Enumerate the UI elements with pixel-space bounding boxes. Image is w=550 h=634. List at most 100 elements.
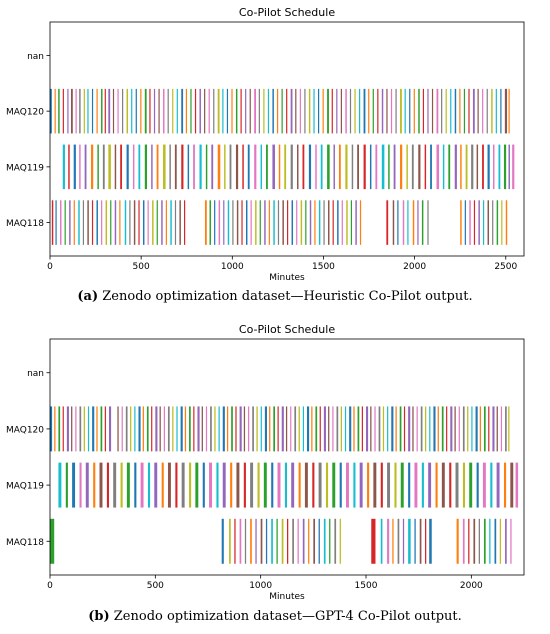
task-bar-maq120-51 <box>276 88 279 134</box>
task-bar-maq118-34 <box>223 200 225 245</box>
task-bar-maq120-91 <box>459 88 461 134</box>
task-bar-maq119-43 <box>353 462 356 508</box>
task-bar-maq120-21 <box>140 88 142 134</box>
task-bar-maq119-23 <box>199 144 202 190</box>
task-bar-maq119-40 <box>302 144 305 190</box>
task-bar-maq120-31 <box>184 406 187 452</box>
task-bar-maq118-4 <box>239 518 242 564</box>
task-bar-maq120-79 <box>404 88 406 134</box>
task-bar-maq120-96 <box>482 88 484 134</box>
task-bar-maq118-31 <box>414 518 416 564</box>
task-bar-maq120-25 <box>159 406 161 452</box>
task-bar-maq118-84 <box>505 200 508 245</box>
task-bar-maq120-6 <box>75 88 77 134</box>
x-tick-label-2000: 2000 <box>460 581 483 591</box>
task-bar-maq119-53 <box>381 144 385 190</box>
task-bar-maq119-29 <box>257 462 260 508</box>
task-bar-maq120-41 <box>231 88 233 134</box>
task-bar-maq118-71 <box>417 200 419 245</box>
task-bar-maq119-57 <box>449 462 452 508</box>
task-bar-maq118-51 <box>300 200 303 245</box>
caption-b: (b) Zenodo optimization dataset—GPT-4 Co… <box>0 609 550 624</box>
task-bar-maq119-16 <box>156 144 159 190</box>
task-bar-maq120-108 <box>508 406 510 452</box>
task-bar-maq118-16 <box>124 200 127 245</box>
task-bar-maq120-42 <box>231 406 233 452</box>
task-bar-maq119-32 <box>254 144 257 190</box>
task-bar-maq118-54 <box>314 200 316 245</box>
task-bar-maq120-26 <box>163 406 165 452</box>
task-bar-maq120-97 <box>486 88 488 134</box>
task-bar-maq119-38 <box>318 462 322 508</box>
task-bar-maq119-64 <box>496 462 500 508</box>
task-bar-maq120-27 <box>167 406 170 452</box>
task-bar-maq120-95 <box>454 406 456 452</box>
task-bar-maq120-93 <box>446 406 448 452</box>
task-bar-maq119-11 <box>126 144 129 190</box>
task-bar-maq120-36 <box>205 406 208 452</box>
task-bar-maq118-62 <box>350 200 353 245</box>
task-bar-maq120-81 <box>413 88 415 134</box>
task-bar-maq118-52 <box>305 200 307 245</box>
task-bar-maq120-91 <box>437 406 439 452</box>
task-bar-maq118-28 <box>179 200 181 245</box>
task-bar-maq118-56 <box>323 200 325 245</box>
task-bar-maq118-25 <box>380 518 383 564</box>
y-tick-label-nan: nan <box>27 369 44 379</box>
task-bar-maq119-58 <box>411 144 414 190</box>
task-bar-maq120-3 <box>62 88 64 134</box>
task-bar-maq120-40 <box>222 406 225 452</box>
task-bar-maq118-36 <box>462 518 465 564</box>
task-bar-maq120-35 <box>204 88 206 134</box>
task-bar-maq119-57 <box>406 144 408 190</box>
task-bar-maq120-89 <box>450 88 452 134</box>
task-bar-maq118-20 <box>142 200 145 245</box>
task-bar-maq120-89 <box>429 406 431 452</box>
task-bar-maq120-36 <box>208 88 210 134</box>
task-bar-maq119-72 <box>493 144 495 190</box>
task-bar-maq120-22 <box>146 406 149 452</box>
task-bar-maq118-68 <box>402 200 405 245</box>
task-bar-maq118-14 <box>292 518 294 564</box>
task-bar-maq120-2 <box>58 88 60 134</box>
task-bar-maq118-5 <box>244 518 247 564</box>
task-bar-maq119-49 <box>357 144 360 190</box>
task-bar-maq120-59 <box>302 406 304 452</box>
task-bar-maq118-0 <box>51 200 54 245</box>
task-bar-maq118-64 <box>359 200 362 245</box>
task-bar-maq118-8 <box>87 200 89 245</box>
task-bar-maq119-52 <box>375 144 378 190</box>
task-bar-maq119-6 <box>99 462 103 508</box>
task-bar-maq120-99 <box>495 88 497 134</box>
task-bar-maq120-45 <box>243 406 246 452</box>
task-bar-maq118-82 <box>496 200 499 245</box>
task-bar-maq118-76 <box>469 200 471 245</box>
task-bar-maq118-21 <box>147 200 149 245</box>
task-bar-maq120-63 <box>331 88 333 134</box>
task-bar-maq120-105 <box>496 406 498 452</box>
task-bar-maq118-27 <box>392 518 394 564</box>
task-bar-maq120-18 <box>126 88 129 134</box>
task-bar-maq120-34 <box>199 88 201 134</box>
task-bar-maq118-19 <box>318 518 320 564</box>
task-bar-maq119-33 <box>260 144 263 190</box>
task-bar-maq119-11 <box>134 462 137 508</box>
task-bar-maq119-20 <box>195 462 199 508</box>
task-bar-maq120-77 <box>378 406 381 452</box>
task-bar-maq120-93 <box>468 88 470 134</box>
task-bar-maq119-48 <box>387 462 391 508</box>
task-bar-maq120-33 <box>193 406 195 452</box>
task-bar-maq118-39 <box>245 200 248 245</box>
task-bar-maq119-59 <box>418 144 421 190</box>
task-bar-maq119-30 <box>242 144 244 190</box>
task-bar-maq119-8 <box>108 144 111 190</box>
task-bar-maq120-10 <box>92 406 95 452</box>
task-bar-maq119-55 <box>393 144 396 190</box>
task-bar-maq120-44 <box>239 406 242 452</box>
task-bar-maq120-37 <box>213 88 215 134</box>
task-bar-maq120-55 <box>295 88 297 134</box>
task-bar-maq118-55 <box>318 200 321 245</box>
caption-a: (a) Zenodo optimization dataset—Heuristi… <box>0 289 550 304</box>
task-bar-maq118-37 <box>468 518 470 564</box>
task-bar-maq119-68 <box>471 144 474 190</box>
